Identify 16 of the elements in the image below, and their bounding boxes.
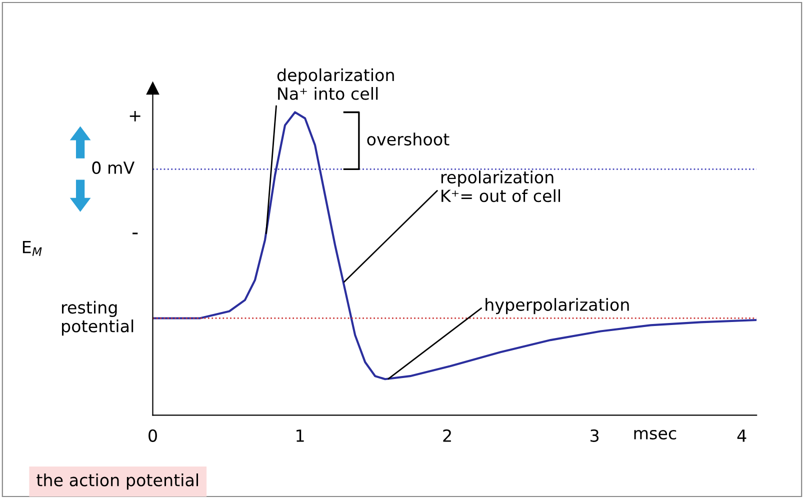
annotation: repolarization K⁺= out of cell [441,170,560,202]
x-tick-label: 0 [148,429,157,442]
ref-line-label: resting potential [62,300,134,336]
annotation: hyperpolarization [486,298,629,314]
annotation: overshoot [367,132,450,146]
x-tick-label: 3 [590,429,599,442]
annotation: depolarization Na⁺ into cell [277,68,394,100]
x-tick-label: 2 [443,429,451,442]
x-tick-label: 4 [737,430,746,442]
text: the action potential [36,473,198,490]
text: E$_{M}$ [22,240,42,256]
x-axis-title: msec [634,430,676,440]
x-tick-label: 1 [296,430,304,442]
text: - [132,232,138,234]
ref-line-label: 0 mV [92,161,135,174]
text: + [130,110,140,122]
